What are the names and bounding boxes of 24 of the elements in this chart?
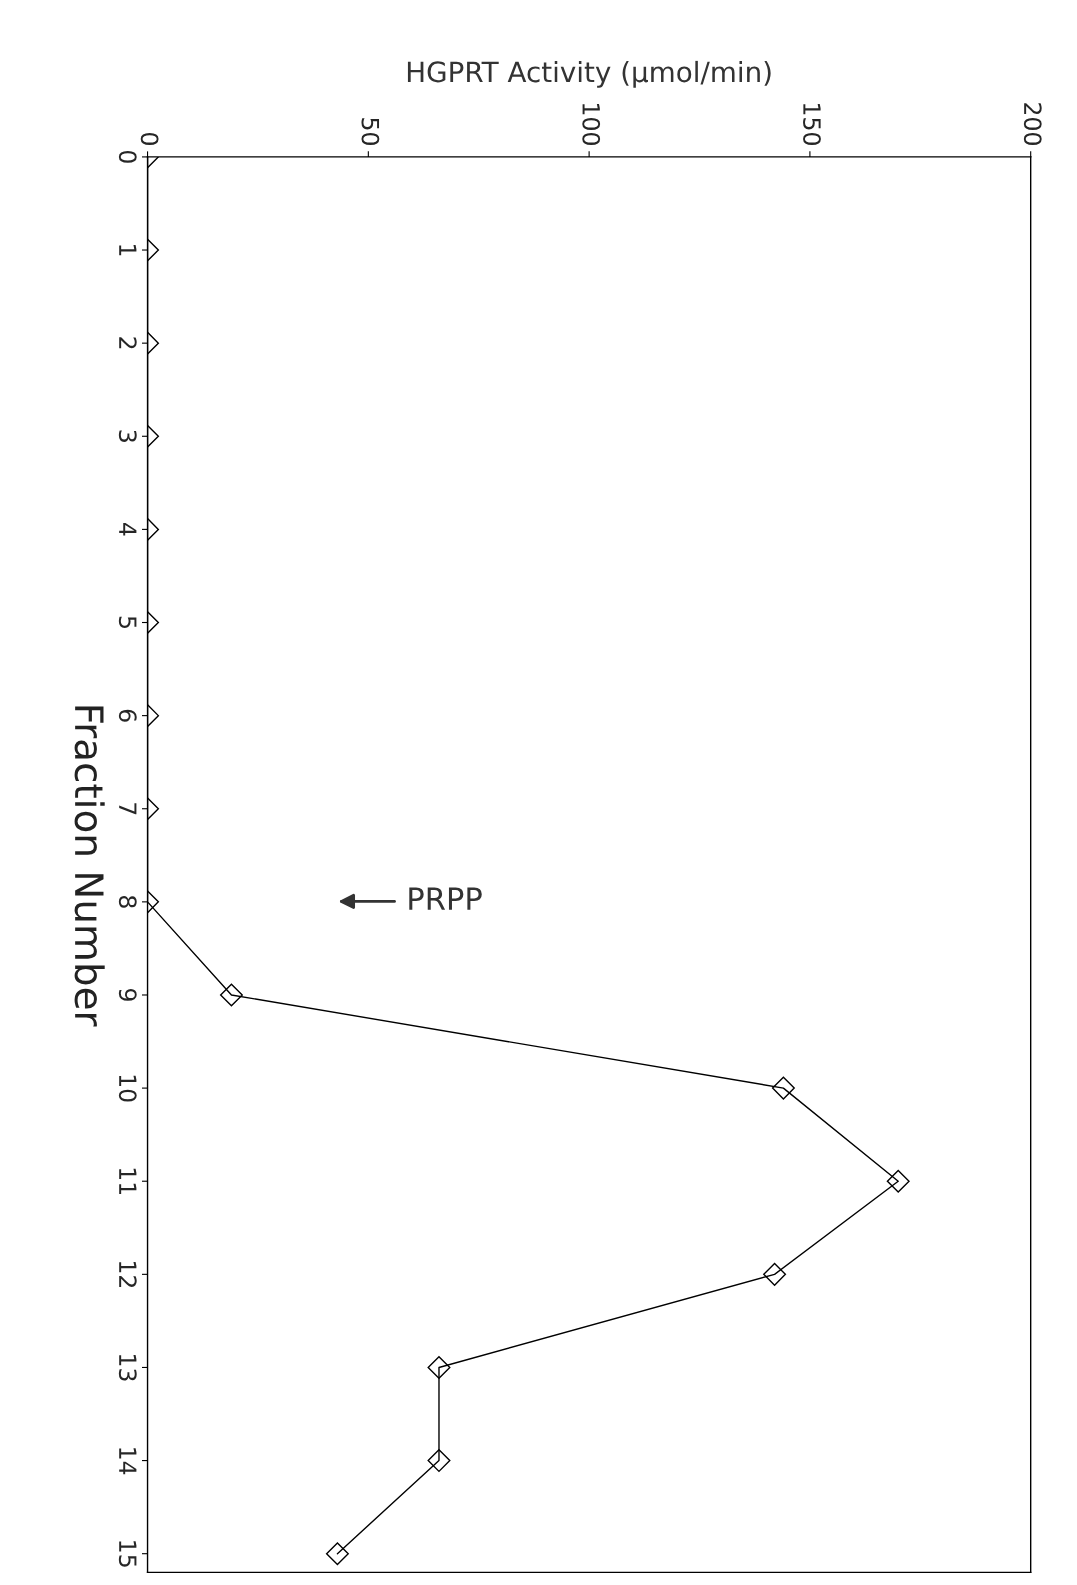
y-tick-label: 6 xyxy=(118,709,137,722)
y-tick-label: 15 xyxy=(118,1541,137,1567)
y-tick-label: 7 xyxy=(119,803,137,815)
y-tick-label: 2 xyxy=(119,337,137,349)
y-tick-label: 0 xyxy=(118,150,137,163)
y-tick-label: 13 xyxy=(118,1355,137,1381)
x-tick-label: 200 xyxy=(1023,103,1042,145)
x-axis-title: HGPRT Activity (μmol/min) xyxy=(407,60,771,88)
y-tick-label: 11 xyxy=(119,1168,137,1195)
y-tick-label: 12 xyxy=(119,1261,137,1287)
y-tick-label: 5 xyxy=(118,616,137,628)
y-tick-label: 3 xyxy=(118,430,137,442)
x-tick-label: 0 xyxy=(140,133,159,145)
y-tick-label: 4 xyxy=(119,523,137,536)
x-tick-label: 50 xyxy=(361,118,380,145)
y-tick-label: 1 xyxy=(119,245,137,256)
annotation: PRPP xyxy=(409,887,482,910)
y-tick-label: 9 xyxy=(118,988,137,1001)
y-tick-label: 14 xyxy=(119,1448,137,1475)
x-tick-label: 150 xyxy=(803,104,821,145)
y-tick-label: 10 xyxy=(118,1075,137,1102)
x-tick-label: 100 xyxy=(582,104,601,145)
y-tick-label: 8 xyxy=(118,895,137,908)
y-axis-title: Fraction Number xyxy=(74,706,105,1027)
